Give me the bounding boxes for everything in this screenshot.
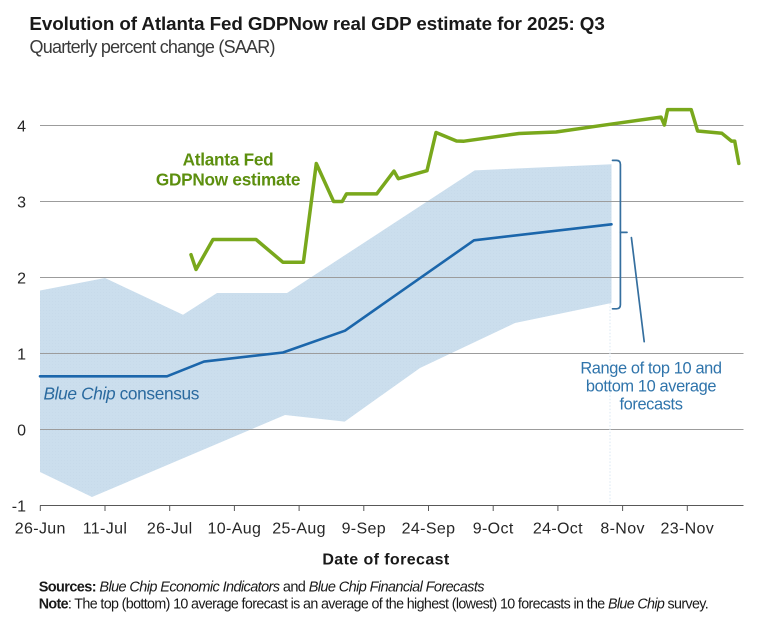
svg-text:2: 2 (17, 270, 26, 287)
svg-text:Evolution of Atlanta Fed GDPNo: Evolution of Atlanta Fed GDPNow real GDP… (29, 13, 604, 34)
svg-text:25-Aug: 25-Aug (272, 520, 326, 537)
svg-text:bottom 10 average: bottom 10 average (586, 378, 716, 396)
svg-text:GDPNow estimate: GDPNow estimate (156, 169, 300, 189)
svg-text:10-Aug: 10-Aug (208, 520, 262, 537)
svg-text:0: 0 (17, 422, 26, 439)
svg-text:8-Nov: 8-Nov (600, 520, 644, 537)
svg-text:Atlanta Fed: Atlanta Fed (183, 149, 274, 169)
svg-text:9-Sep: 9-Sep (342, 520, 386, 537)
svg-text:forecasts: forecasts (619, 396, 682, 414)
svg-text:23-Nov: 23-Nov (660, 520, 714, 537)
svg-text:11-Jul: 11-Jul (83, 520, 128, 537)
svg-text:-1: -1 (12, 498, 26, 515)
svg-text:9-Oct: 9-Oct (473, 520, 514, 537)
svg-text:Sources: Blue Chip Economic In: Sources: Blue Chip Economic Indicators a… (39, 579, 485, 595)
svg-text:4: 4 (17, 118, 26, 135)
svg-text:1: 1 (17, 346, 26, 363)
svg-text:Date of forecast: Date of forecast (322, 552, 450, 569)
svg-text:Range of top 10 and: Range of top 10 and (580, 360, 722, 378)
svg-text:26-Jun: 26-Jun (15, 520, 66, 537)
svg-text:Blue Chip consensus: Blue Chip consensus (44, 383, 200, 403)
svg-text:24-Sep: 24-Sep (402, 520, 456, 537)
svg-text:Note: The top (bottom) 10 aver: Note: The top (bottom) 10 average foreca… (39, 597, 708, 613)
svg-text:3: 3 (17, 194, 26, 211)
svg-text:Quarterly percent change (SAAR: Quarterly percent change (SAAR) (30, 37, 275, 57)
svg-text:24-Oct: 24-Oct (533, 520, 583, 537)
svg-text:26-Jul: 26-Jul (147, 520, 193, 537)
